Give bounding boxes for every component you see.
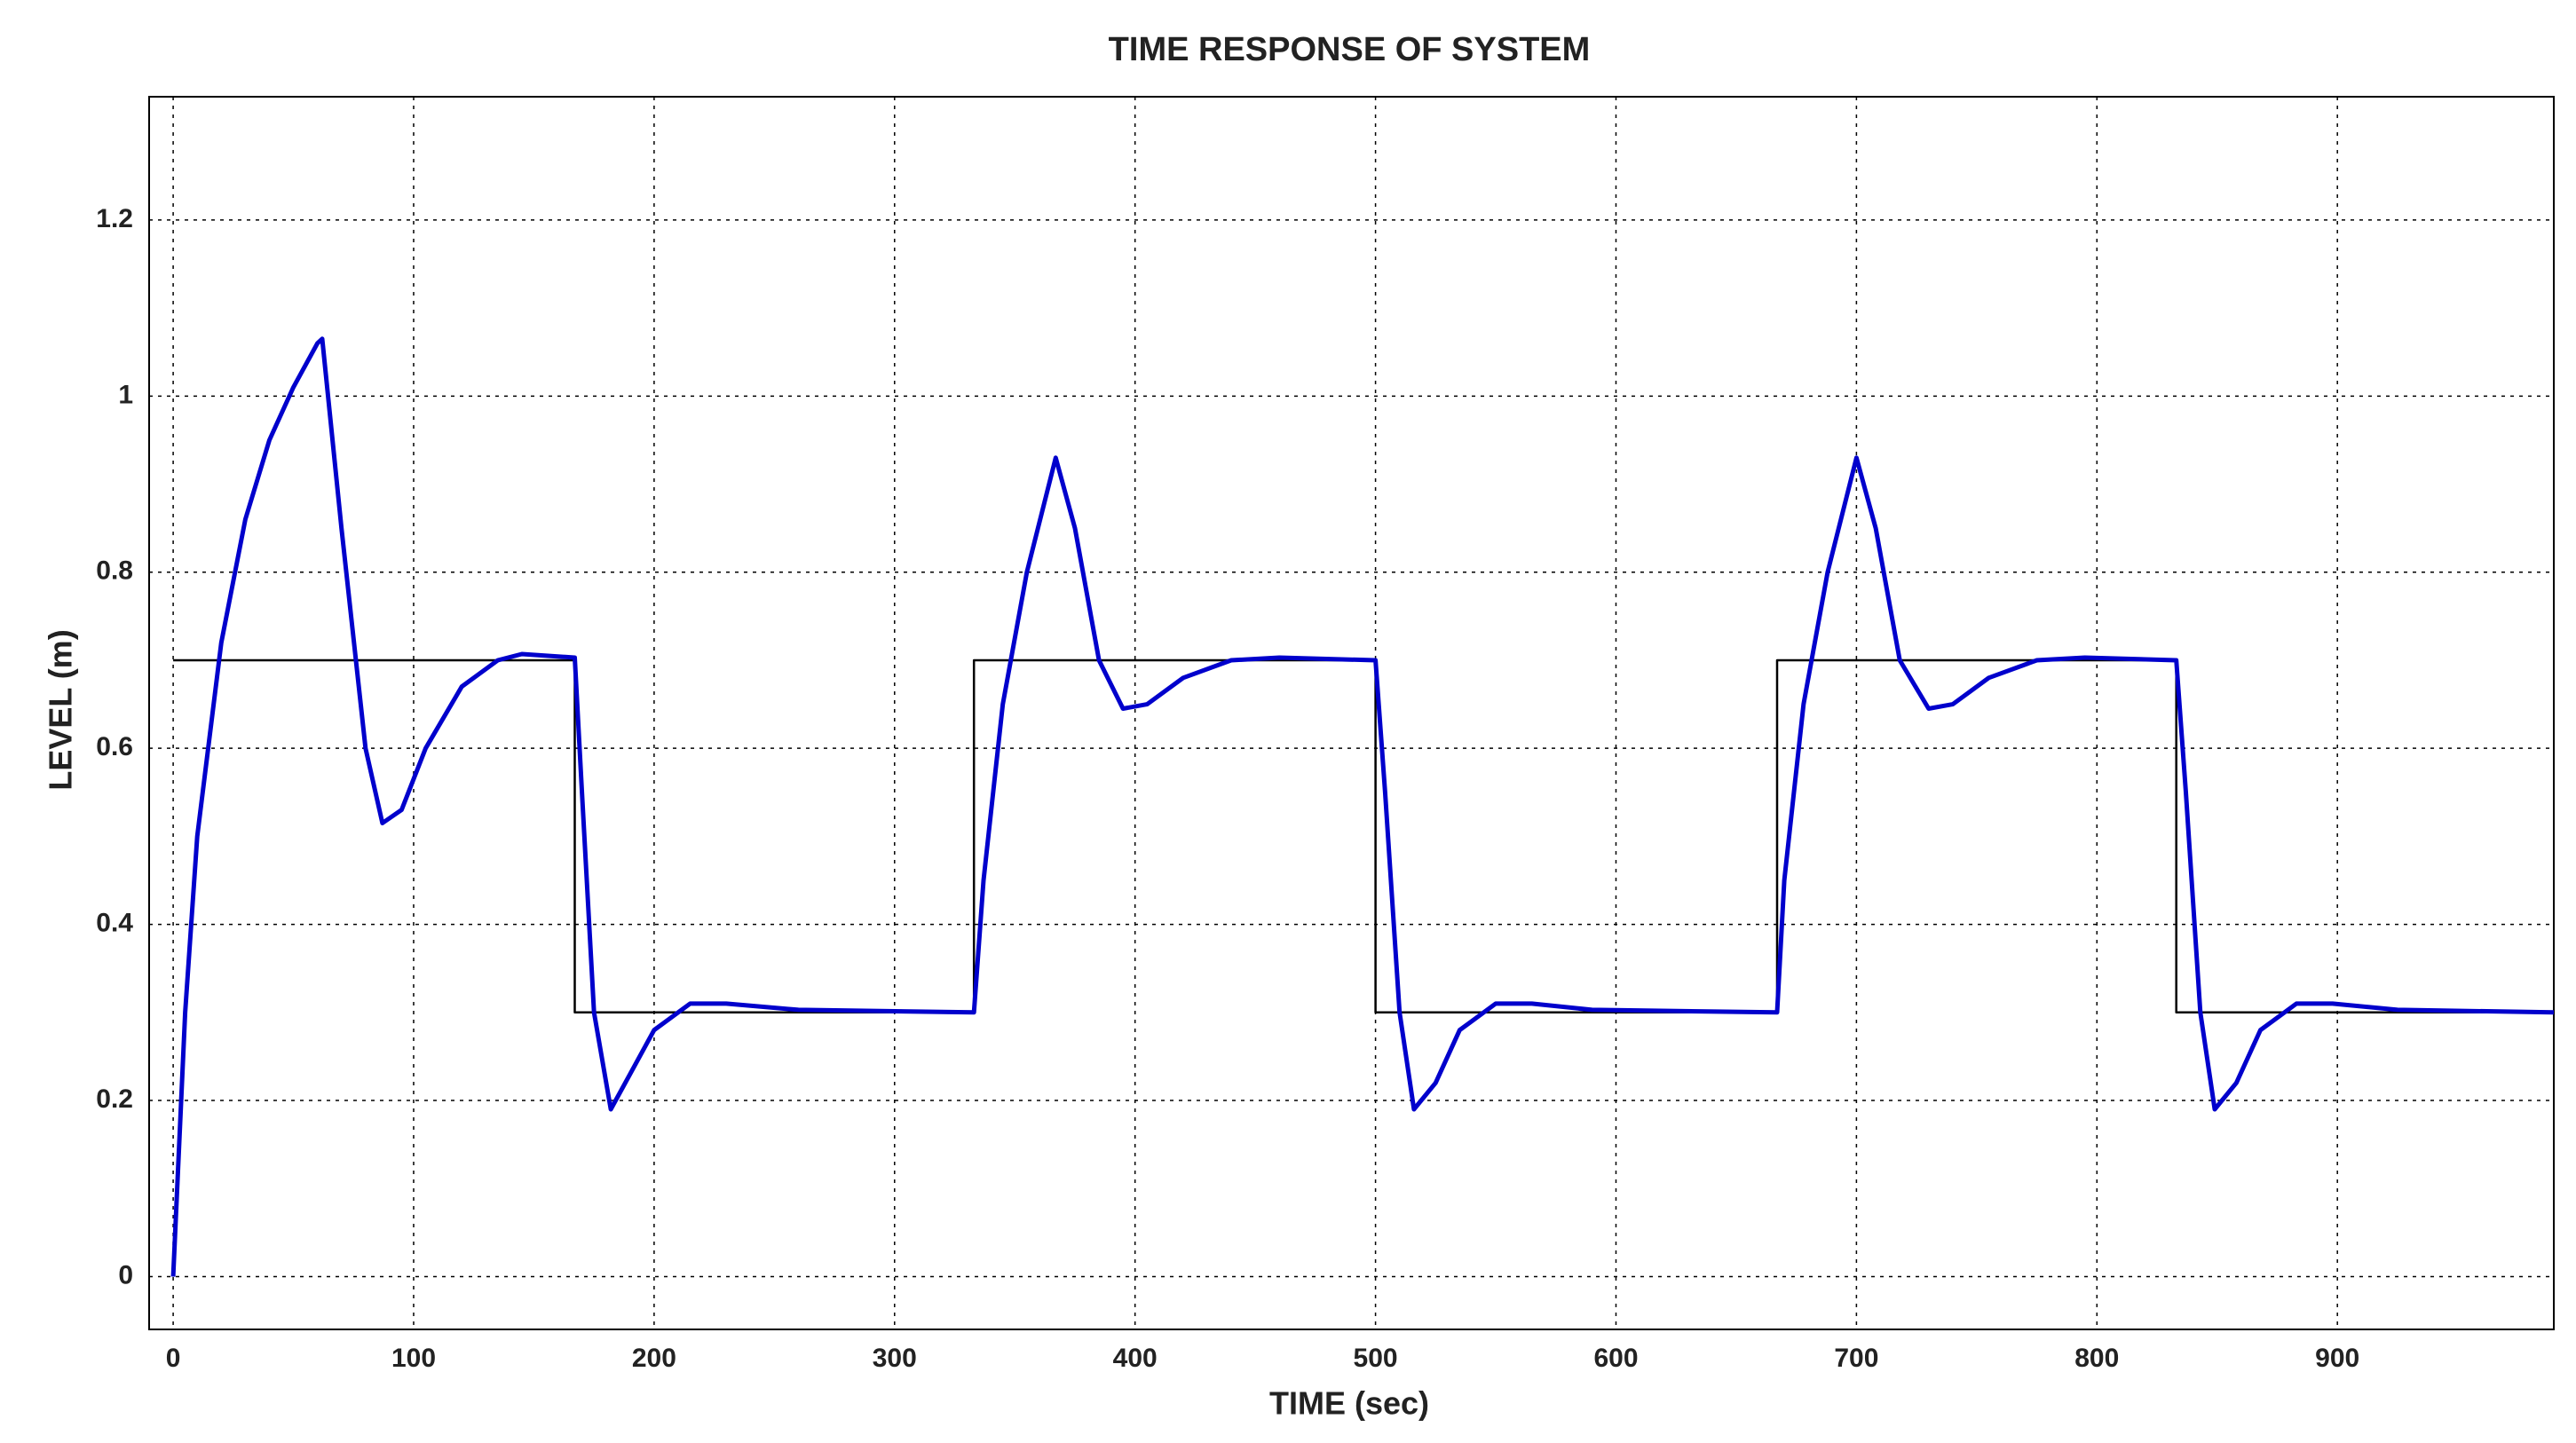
- x-axis-label: TIME (sec): [1269, 1385, 1429, 1422]
- y-tick-label: 0.4: [96, 909, 133, 938]
- y-tick-label: 0.2: [96, 1084, 133, 1114]
- line: [170, 336, 2555, 1277]
- y-tick-label: 1: [118, 380, 133, 409]
- line: [173, 658, 2554, 1014]
- y-tick-label: 1.2: [96, 204, 133, 233]
- x-tick-label: 500: [1354, 1344, 1398, 1373]
- x-tick-label: 800: [2074, 1344, 2119, 1373]
- y-tick-label: 0: [118, 1260, 133, 1289]
- x-tick-label: 900: [2315, 1344, 2359, 1373]
- x-tick-label: 300: [873, 1344, 917, 1373]
- x-tick-label: 100: [391, 1344, 436, 1373]
- y-tick-label: 0.8: [96, 556, 133, 586]
- y-axis-label: LEVEL (m): [43, 629, 79, 790]
- y-tick-label: 0.6: [96, 732, 133, 761]
- chart-title: TIME RESPONSE OF SYSTEM: [1109, 31, 1591, 68]
- plot-frame: [148, 96, 2555, 1330]
- x-tick-label: 200: [632, 1344, 676, 1373]
- x-tick-label: 700: [1834, 1344, 1878, 1373]
- x-tick-label: 600: [1593, 1344, 1638, 1373]
- x-tick-label: 0: [166, 1344, 181, 1373]
- x-tick-label: 400: [1113, 1344, 1158, 1373]
